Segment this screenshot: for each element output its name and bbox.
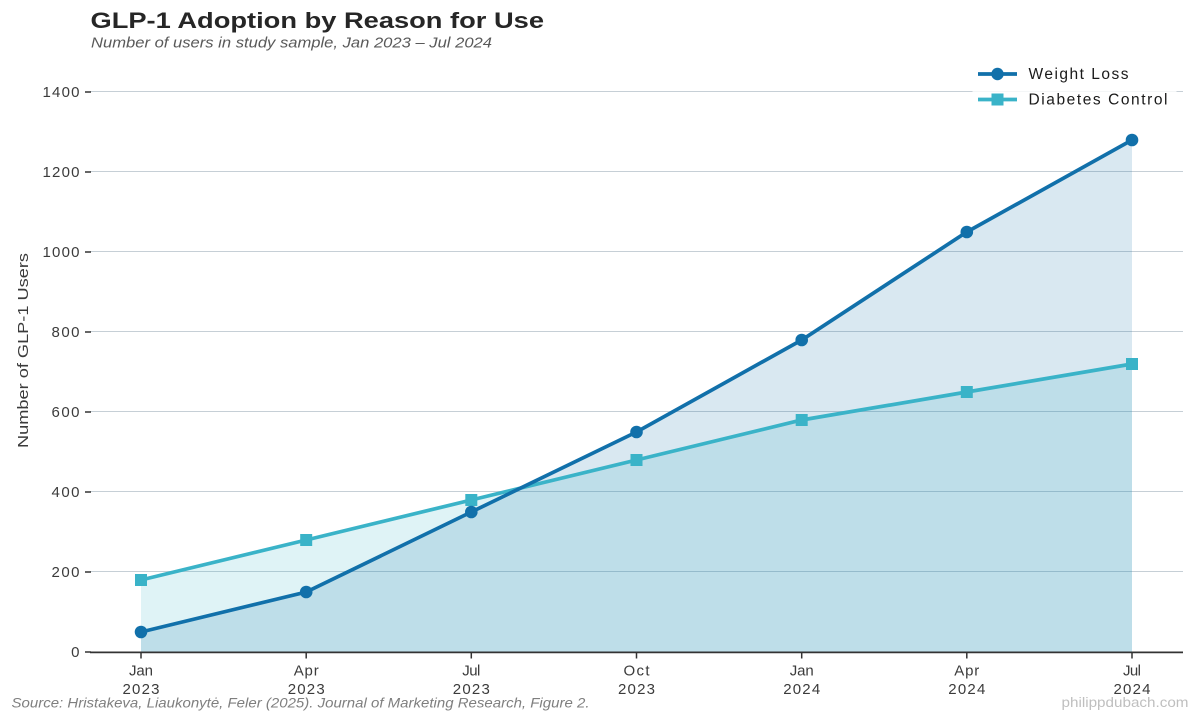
svg-text:2024: 2024 xyxy=(1114,681,1151,698)
svg-text:2023: 2023 xyxy=(288,681,325,698)
svg-text:philippdubach.com: philippdubach.com xyxy=(1062,694,1189,710)
svg-text:Jul: Jul xyxy=(1123,663,1141,680)
svg-text:600: 600 xyxy=(52,404,80,421)
svg-text:Diabetes Control: Diabetes Control xyxy=(1029,92,1168,109)
svg-text:0: 0 xyxy=(71,644,79,661)
svg-text:2024: 2024 xyxy=(783,681,820,698)
svg-text:400: 400 xyxy=(52,484,80,501)
svg-text:Jan: Jan xyxy=(790,663,814,680)
svg-text:2024: 2024 xyxy=(948,681,985,698)
svg-text:Jul: Jul xyxy=(462,663,480,680)
svg-text:200: 200 xyxy=(52,564,80,581)
svg-text:2023: 2023 xyxy=(618,681,655,698)
svg-text:Number of GLP-1 Users: Number of GLP-1 Users xyxy=(15,253,32,448)
svg-text:1400: 1400 xyxy=(43,84,80,101)
svg-text:GLP-1 Adoption by Reason for U: GLP-1 Adoption by Reason for Use xyxy=(91,8,545,33)
svg-text:Jan: Jan xyxy=(129,663,153,680)
svg-text:1000: 1000 xyxy=(43,244,80,261)
svg-text:Number of users in study sampl: Number of users in study sample, Jan 202… xyxy=(91,36,492,52)
svg-text:2023: 2023 xyxy=(453,681,490,698)
svg-text:Apr: Apr xyxy=(294,663,319,680)
svg-text:Apr: Apr xyxy=(954,663,979,680)
svg-text:800: 800 xyxy=(52,324,80,341)
svg-text:2023: 2023 xyxy=(123,681,160,698)
svg-text:Oct: Oct xyxy=(624,663,651,680)
svg-text:Source: Hristakeva, Liaukonytė: Source: Hristakeva, Liaukonytė, Feler (2… xyxy=(12,695,590,711)
svg-text:1200: 1200 xyxy=(43,164,80,181)
